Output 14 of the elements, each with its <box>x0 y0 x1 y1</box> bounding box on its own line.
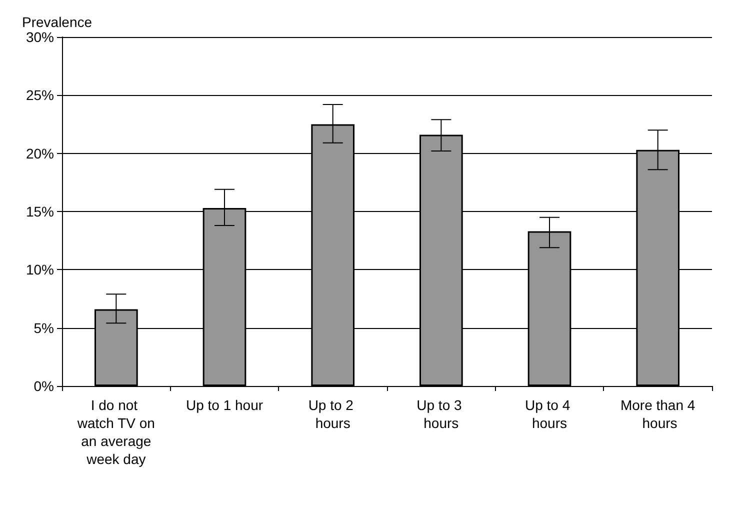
x-tick-label: Up to 2 hours <box>308 397 358 431</box>
y-tick-label: 25% <box>26 87 54 104</box>
y-tick-label: 0% <box>34 378 54 394</box>
y-tick-label: 15% <box>26 204 54 220</box>
x-tick-label: I do not watch TV on an average week day <box>76 397 156 467</box>
y-tick-label: 5% <box>34 320 54 336</box>
x-tick-label: More than 4 hours <box>620 397 696 431</box>
y-tick-label: 10% <box>26 262 54 278</box>
y-tick-label: 30% <box>26 29 54 45</box>
x-tick-label: Up to 3 hours <box>416 397 466 431</box>
x-tick-label: Up to 1 hour <box>186 397 264 413</box>
y-tick-label: 20% <box>26 145 54 162</box>
y-axis-title: Prevalence <box>22 14 92 30</box>
x-tick-label: Up to 4 hours <box>524 397 574 431</box>
